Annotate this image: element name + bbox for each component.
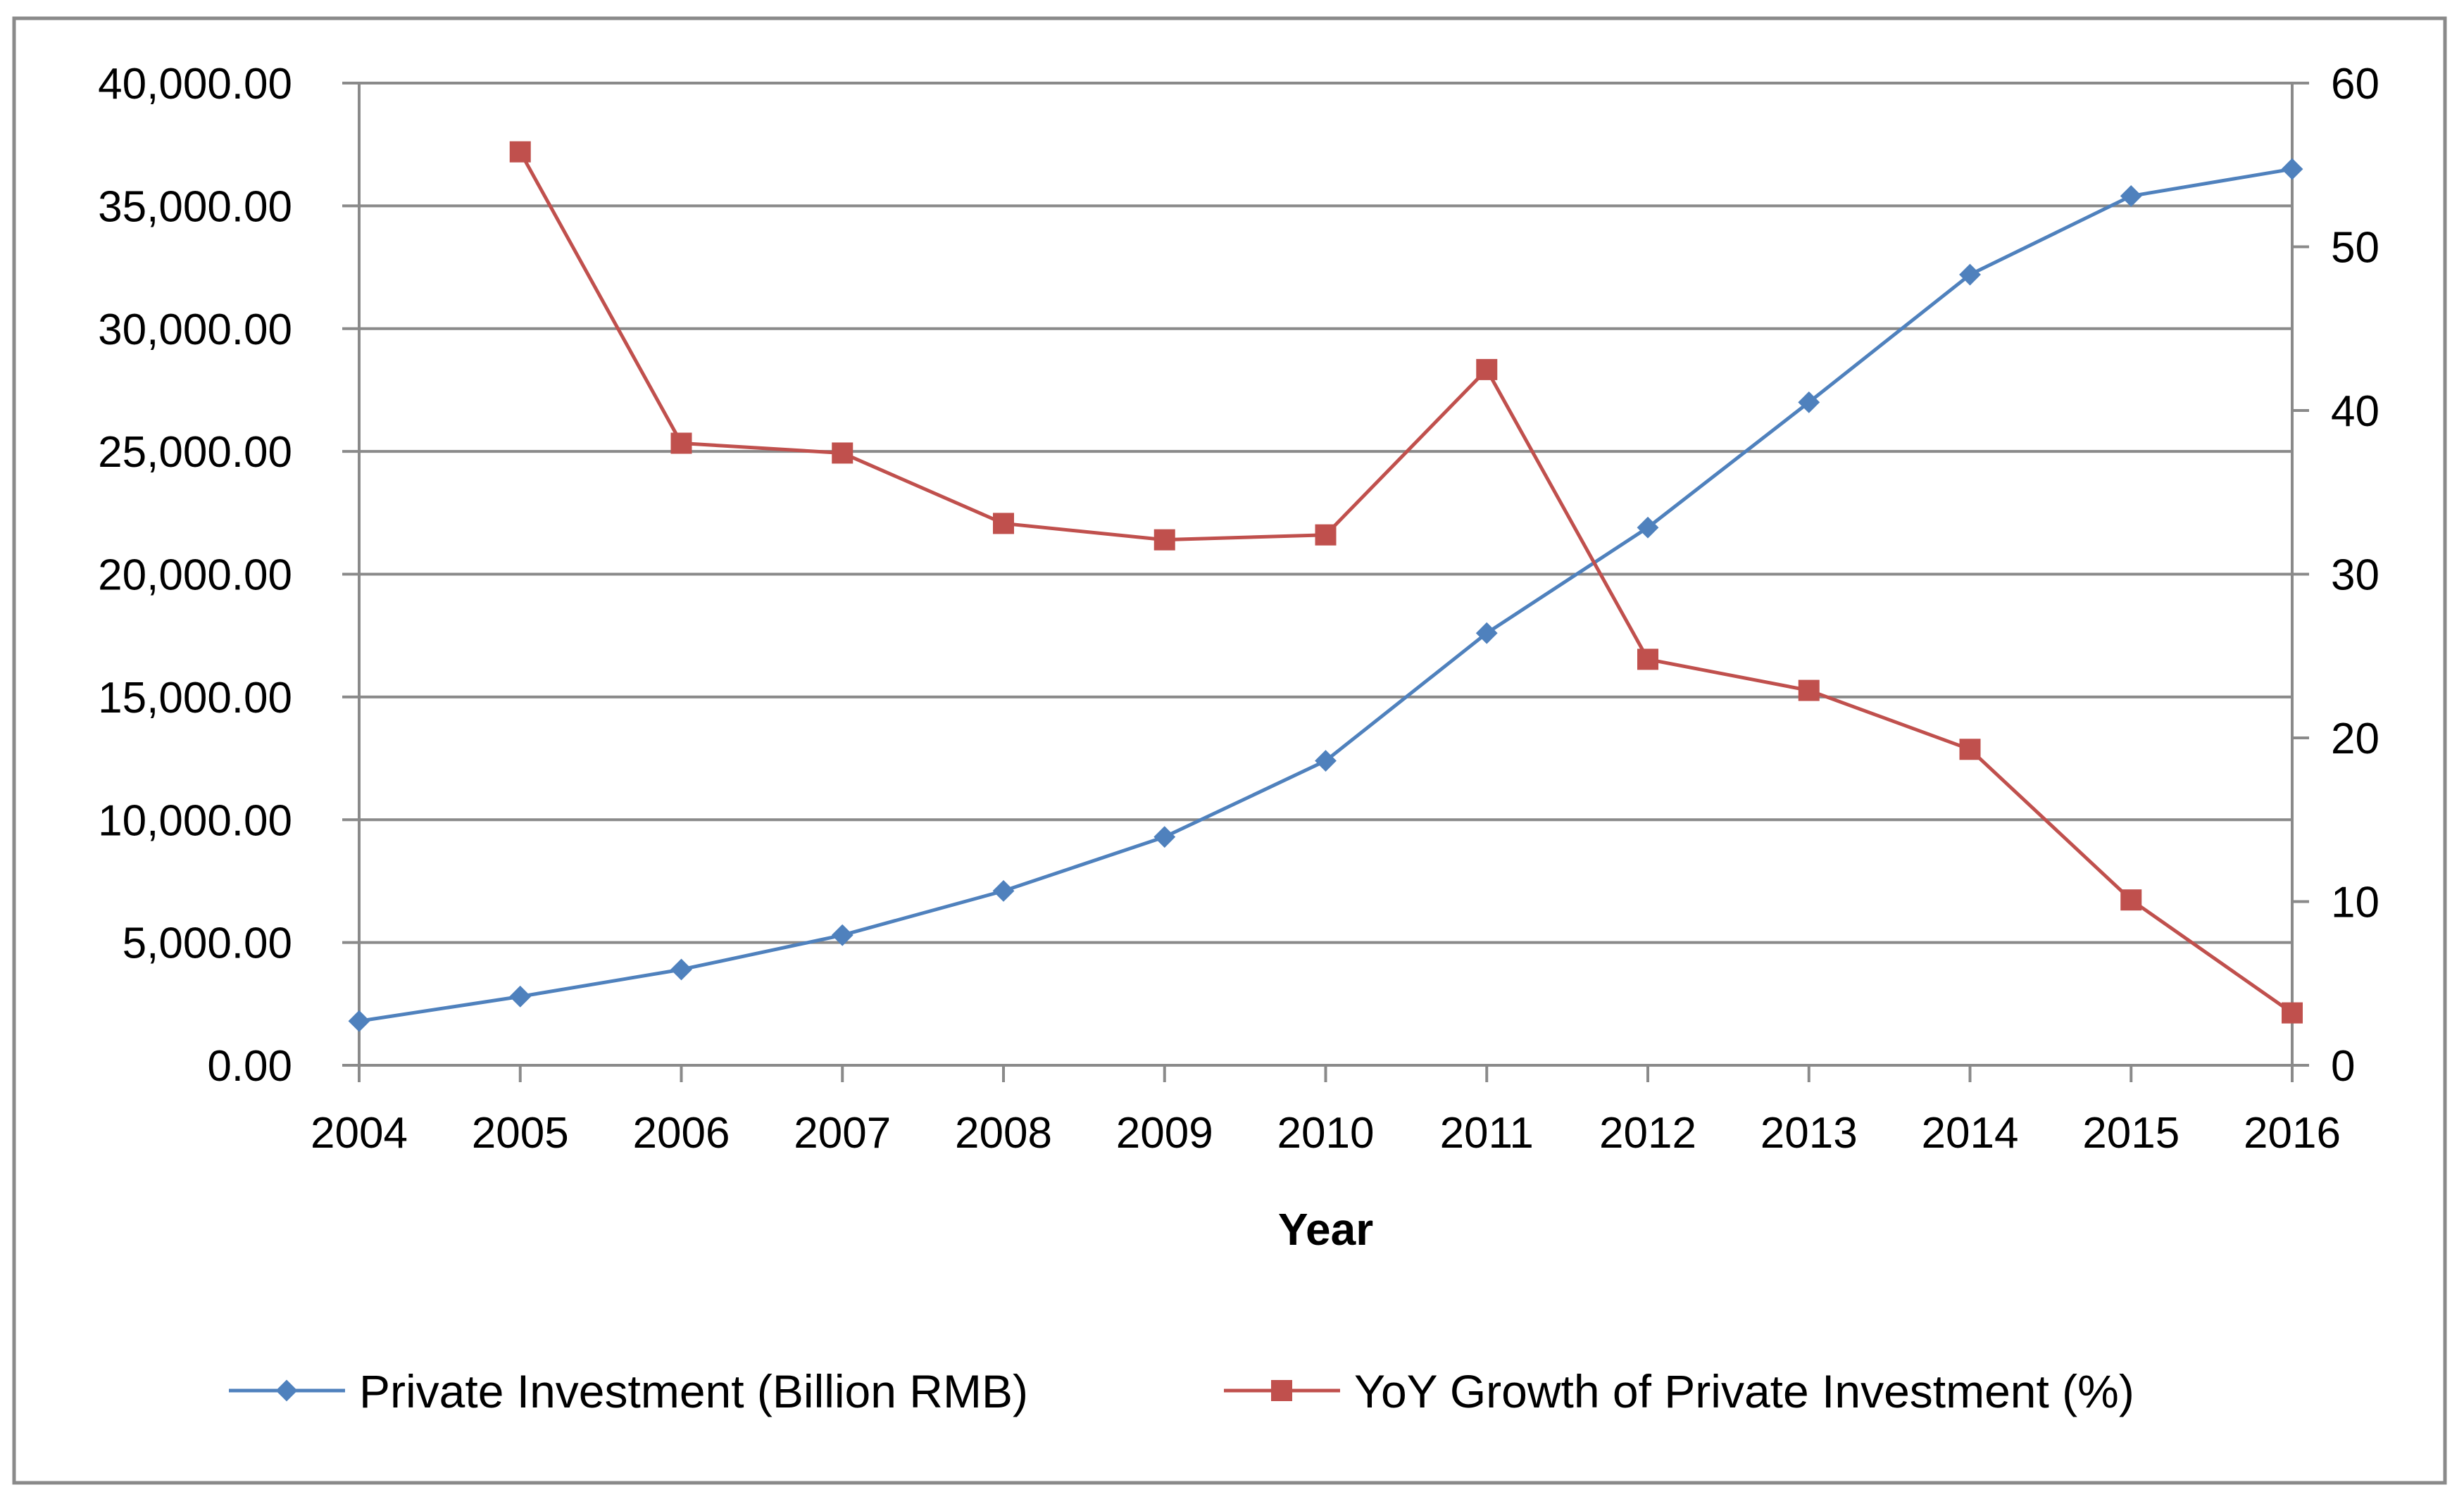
- data-point: [1153, 826, 1176, 848]
- data-point: [992, 879, 1015, 902]
- data-point: [1959, 263, 1981, 286]
- x-tick-label: 2009: [1116, 1109, 1213, 1158]
- data-point: [2281, 158, 2303, 180]
- y-right-tick-label: 30: [2331, 551, 2379, 600]
- x-tick-label: 2010: [1277, 1109, 1375, 1158]
- legend: Private Investment (Billion RMB) YoY Grow…: [229, 1365, 2134, 1417]
- data-point: [1153, 529, 1175, 551]
- y-left-tick-label: 25,000.00: [98, 428, 292, 477]
- data-point: [2120, 185, 2142, 207]
- y-left-tick-label: 15,000.00: [98, 674, 292, 722]
- y-left-tick-label: 10,000.00: [98, 796, 292, 845]
- data-point: [1959, 739, 1981, 760]
- legend-label: YoY Growth of Private Investment (%): [1354, 1365, 2134, 1417]
- chart-frame: [12, 16, 2447, 1485]
- data-point: [1637, 516, 1659, 539]
- y-right-tick-label: 40: [2331, 387, 2379, 436]
- data-point: [1637, 648, 1658, 670]
- x-tick-label: 2008: [955, 1109, 1052, 1158]
- data-point: [993, 513, 1014, 534]
- y-right-tick-label: 20: [2331, 715, 2379, 763]
- y-right-tick-label: 50: [2331, 224, 2379, 272]
- y-right-tick-label: 60: [2331, 60, 2379, 108]
- data-point: [831, 924, 853, 946]
- y-left-tick-label: 35,000.00: [98, 182, 292, 231]
- y-left-tick-label: 20,000.00: [98, 551, 292, 600]
- legend-marker: [275, 1379, 298, 1402]
- data-point: [2282, 1002, 2303, 1024]
- data-point: [509, 985, 532, 1008]
- data-point: [832, 442, 853, 464]
- series-private-investment: [348, 158, 2303, 1032]
- y-right-tick-label: 0: [2331, 1042, 2355, 1091]
- x-axis-title: Year: [1278, 1204, 1373, 1255]
- data-point: [670, 958, 692, 981]
- legend-label: Private Investment (Billion RMB): [359, 1365, 1028, 1417]
- axes: 0.00 5,000.00 10,000.00 15,000.00 20,000.00 2…: [98, 60, 2379, 1158]
- legend-item-yoy-growth: YoY Growth of Private Investment (%): [1224, 1365, 2134, 1417]
- y-right-tick-label: 10: [2331, 879, 2379, 927]
- x-tick-label: 2012: [1599, 1109, 1696, 1158]
- data-point: [1798, 679, 1820, 701]
- data-point: [1475, 622, 1498, 644]
- y-left-tick-label: 5,000.00: [123, 920, 292, 968]
- data-point: [1476, 358, 1498, 380]
- series-layer: [348, 141, 2303, 1032]
- x-tick-label: 2015: [2082, 1109, 2180, 1158]
- x-tick-label: 2005: [472, 1109, 569, 1158]
- y-left-tick-label: 30,000.00: [98, 306, 292, 354]
- y-left-tick-label: 40,000.00: [98, 60, 292, 108]
- x-tick-label: 2007: [794, 1109, 891, 1158]
- legend-item-private-investment: Private Investment (Billion RMB): [229, 1365, 1028, 1417]
- x-tick-label: 2006: [633, 1109, 730, 1158]
- data-point: [670, 432, 692, 454]
- x-tick-label: 2011: [1440, 1109, 1534, 1158]
- x-tick-label: 2013: [1761, 1109, 1858, 1158]
- series-line: [518, 151, 2294, 1015]
- y-left-tick-label: 0.00: [207, 1042, 292, 1091]
- data-point: [2120, 889, 2142, 911]
- data-point: [1315, 750, 1337, 772]
- data-point: [1315, 524, 1337, 546]
- x-tick-label: 2004: [311, 1109, 408, 1158]
- x-tick-label: 2016: [2244, 1109, 2341, 1158]
- data-point: [1798, 391, 1820, 413]
- data-point: [509, 141, 531, 163]
- legend-marker: [1271, 1380, 1292, 1401]
- x-tick-label: 2014: [1922, 1109, 2019, 1158]
- series-yoy-growth: [509, 141, 2303, 1024]
- data-point: [348, 1010, 370, 1032]
